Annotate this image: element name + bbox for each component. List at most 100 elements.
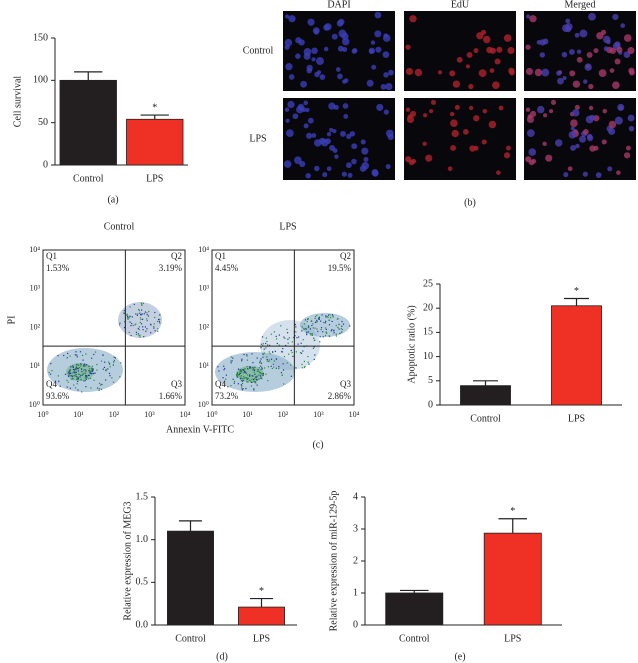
event-dot (243, 372, 245, 374)
cell-cloud (260, 320, 320, 370)
event-dot (301, 330, 303, 332)
event-dot (261, 336, 264, 338)
nucleus (620, 23, 625, 28)
nucleus (508, 67, 515, 74)
event-dot (232, 378, 234, 380)
event-dot (77, 377, 79, 379)
y-tick-label: 1.5 (136, 491, 149, 502)
event-dot (255, 378, 257, 380)
event-dot (103, 366, 106, 369)
event-dot (281, 374, 284, 376)
nucleus (375, 46, 382, 53)
event-dot (288, 337, 290, 339)
event-dot (303, 327, 305, 330)
event-dot (126, 313, 128, 315)
event-dot (312, 347, 314, 350)
nucleus (315, 57, 324, 65)
column-label: Merged (565, 0, 596, 10)
event-dot (244, 371, 246, 373)
event-dot (244, 377, 246, 379)
event-dot (260, 365, 262, 367)
event-dot (135, 331, 138, 333)
event-dot (263, 348, 265, 350)
nucleus (306, 132, 313, 139)
quadrant-percent: 4.45% (215, 263, 239, 273)
event-dot (317, 330, 319, 333)
event-dot (314, 354, 316, 356)
event-dot (272, 351, 274, 353)
event-dot (304, 319, 307, 321)
nucleus (285, 63, 293, 71)
event-dot (158, 320, 160, 322)
nucleus (526, 14, 531, 19)
event-dot (100, 388, 103, 390)
nucleus (346, 162, 352, 169)
event-dot (247, 374, 249, 376)
nucleus (614, 58, 621, 65)
nucleus (361, 147, 369, 155)
event-dot (341, 328, 344, 331)
event-dot (135, 333, 138, 336)
event-dot (256, 370, 258, 373)
nucleus (314, 165, 320, 172)
event-dot (282, 363, 284, 365)
event-dot (290, 349, 292, 352)
event-dot (80, 379, 82, 381)
nucleus (498, 105, 504, 111)
y-tick-label: 10¹ (199, 361, 210, 370)
event-dot (266, 356, 268, 358)
event-dot (69, 387, 71, 389)
event-dot (253, 378, 256, 380)
event-dot (301, 363, 303, 366)
event-dot (325, 320, 327, 322)
event-dot (258, 374, 260, 376)
event-dot (139, 334, 141, 336)
event-dot (341, 325, 343, 327)
nucleus (311, 133, 317, 138)
significance: * (259, 586, 264, 597)
nucleus (295, 53, 301, 59)
event-dot (241, 382, 244, 385)
event-dot (307, 326, 309, 329)
event-dot (102, 354, 104, 356)
event-dot (142, 329, 144, 331)
nucleus (569, 70, 576, 77)
event-dot (262, 372, 264, 375)
event-dot (239, 375, 241, 377)
event-dot (260, 375, 262, 377)
event-dot (63, 354, 65, 357)
event-dot (241, 389, 243, 391)
event-dot (68, 374, 70, 376)
y-tick-label: 10⁴ (198, 245, 209, 254)
event-dot (280, 372, 283, 374)
event-dot (93, 372, 95, 375)
nucleus (625, 145, 631, 151)
event-dot (85, 364, 88, 366)
event-dot (146, 328, 148, 330)
event-dot (90, 377, 92, 379)
event-dot (239, 372, 241, 374)
nucleus (314, 139, 322, 147)
nucleus (465, 64, 470, 69)
nucleus (568, 131, 577, 139)
event-dot (309, 333, 311, 335)
nucleus (300, 80, 307, 88)
event-dot (255, 376, 257, 379)
event-dot (252, 367, 255, 370)
nucleus (342, 46, 348, 52)
event-dot (304, 365, 306, 368)
event-dot (311, 320, 313, 322)
event-dot (325, 328, 327, 331)
event-dot (100, 360, 103, 362)
event-dot (111, 377, 113, 379)
event-dot (307, 325, 310, 327)
event-dot (50, 363, 52, 365)
event-dot (72, 378, 74, 380)
event-dot (84, 369, 86, 371)
event-dot (294, 323, 296, 326)
nucleus (570, 126, 575, 131)
event-dot (74, 387, 77, 389)
event-dot (259, 360, 261, 362)
event-dot (81, 391, 83, 393)
event-dot (327, 314, 330, 316)
